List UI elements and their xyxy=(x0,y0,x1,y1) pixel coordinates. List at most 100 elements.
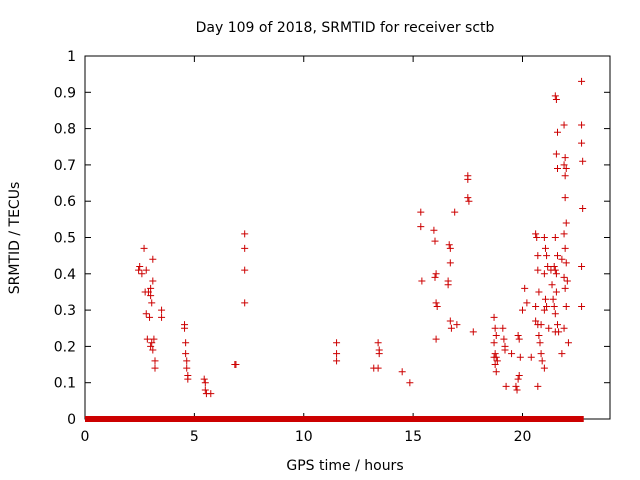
data-point xyxy=(514,332,522,340)
data-point xyxy=(516,353,524,361)
data-point xyxy=(183,364,191,372)
data-point xyxy=(578,139,586,147)
data-point xyxy=(519,306,526,314)
chart-title: Day 109 of 2018, SRMTID for receiver sct… xyxy=(196,20,495,36)
data-point xyxy=(540,234,548,241)
data-point xyxy=(560,161,568,169)
data-point xyxy=(545,324,553,332)
axes: 00.10.20.30.40.50.60.70.80.910 5 10 15 20 xyxy=(54,49,610,445)
data-point xyxy=(558,255,566,263)
data-point xyxy=(490,313,498,321)
data-point xyxy=(446,259,454,267)
data-point xyxy=(561,194,569,202)
y-tick-label: 0.6 xyxy=(54,194,76,210)
data-point xyxy=(543,252,551,260)
y-tick-label: 0.7 xyxy=(54,158,76,174)
data-point xyxy=(374,339,382,347)
data-point xyxy=(182,350,190,358)
data-point xyxy=(151,364,159,372)
y-tick-label: 0.5 xyxy=(54,231,76,247)
data-point xyxy=(492,368,500,376)
data-point xyxy=(501,342,509,350)
y-tick-label: 0.8 xyxy=(54,122,76,138)
data-points xyxy=(135,77,587,398)
data-point xyxy=(149,346,157,354)
data-point xyxy=(543,302,551,310)
data-point xyxy=(552,288,560,296)
data-point xyxy=(446,317,454,325)
data-point xyxy=(562,165,570,173)
data-point xyxy=(430,226,438,234)
data-point xyxy=(578,302,586,310)
data-point xyxy=(554,128,561,136)
data-point xyxy=(560,324,568,332)
data-point xyxy=(560,230,568,238)
data-point xyxy=(578,263,586,271)
data-point xyxy=(446,244,454,252)
data-point xyxy=(144,288,152,296)
data-point xyxy=(579,157,587,165)
data-point xyxy=(561,172,569,180)
data-point xyxy=(532,302,540,310)
data-point xyxy=(398,368,406,376)
data-point xyxy=(561,154,569,162)
y-tick-label: 0.3 xyxy=(54,303,76,319)
data-point xyxy=(515,335,523,343)
data-point xyxy=(135,266,143,274)
data-point xyxy=(491,324,499,332)
y-tick-label: 0.1 xyxy=(54,376,76,392)
data-point xyxy=(502,382,510,390)
data-point xyxy=(515,371,523,379)
data-point xyxy=(540,364,548,372)
data-point xyxy=(552,150,560,158)
data-point xyxy=(541,244,549,252)
data-point xyxy=(540,270,548,278)
data-point xyxy=(513,386,521,394)
data-point xyxy=(493,357,501,365)
data-point xyxy=(554,252,561,260)
data-point xyxy=(445,241,453,249)
data-point xyxy=(560,273,568,281)
data-point xyxy=(136,263,144,271)
y-tick-label: 0.4 xyxy=(54,267,76,283)
data-point xyxy=(537,321,545,329)
data-point xyxy=(241,244,249,252)
data-point xyxy=(534,382,542,390)
x-tick-label: 10 xyxy=(295,429,313,445)
data-point xyxy=(432,270,440,278)
data-point xyxy=(540,306,548,314)
data-point xyxy=(432,335,440,343)
data-point xyxy=(148,339,156,347)
data-point xyxy=(564,339,572,347)
data-point xyxy=(512,382,520,390)
data-point xyxy=(465,197,473,205)
data-point xyxy=(552,270,560,278)
data-point xyxy=(417,223,425,231)
data-point xyxy=(183,357,191,365)
data-point xyxy=(563,277,571,285)
x-tick-label: 15 xyxy=(404,429,422,445)
y-tick-label: 0.9 xyxy=(54,85,76,101)
data-point xyxy=(147,284,155,292)
data-point xyxy=(554,165,561,173)
data-point xyxy=(578,121,586,129)
data-point xyxy=(142,266,150,274)
data-point xyxy=(149,277,157,285)
data-point xyxy=(523,299,531,307)
data-point xyxy=(535,288,543,296)
data-point xyxy=(464,194,472,202)
data-point xyxy=(447,324,455,332)
data-point xyxy=(538,357,546,365)
data-point xyxy=(548,281,556,289)
data-point xyxy=(148,299,156,307)
data-point xyxy=(138,270,146,278)
data-point xyxy=(241,299,249,307)
data-point xyxy=(147,342,155,350)
data-point xyxy=(453,321,461,329)
data-point xyxy=(579,204,587,212)
data-point xyxy=(499,324,507,332)
data-point xyxy=(143,335,151,343)
data-point xyxy=(418,277,426,285)
data-point xyxy=(451,208,459,216)
